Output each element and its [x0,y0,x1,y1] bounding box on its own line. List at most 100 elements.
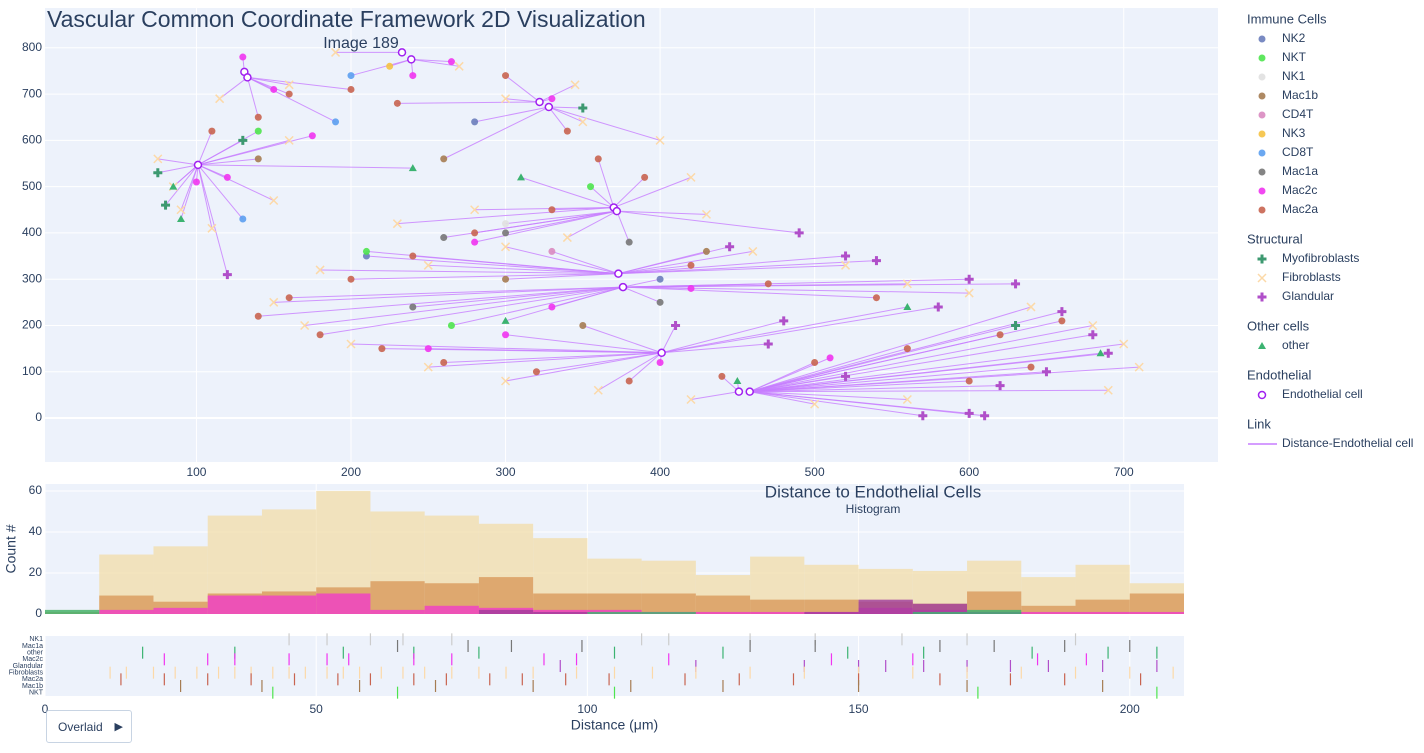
legend-label: Mac2c [1282,183,1317,197]
x-tick-label: 400 [650,465,670,479]
cell-point [392,219,402,229]
mode-button[interactable]: Overlaid ▶ [46,710,132,743]
cell-point [811,358,819,366]
cell-point [1088,320,1098,331]
cell-point [502,220,510,228]
cell-point [409,72,417,80]
rug-row-label: Glandular [13,663,44,670]
cell-point [902,279,912,289]
legend-marker [1257,390,1267,400]
cell-point [535,97,544,107]
histogram-bar [695,595,751,614]
legend-label: NK1 [1282,69,1306,83]
legend-marker [1258,168,1266,176]
cell-point [347,72,355,80]
legend-marker [1258,54,1266,62]
cell-point [841,251,851,261]
cell-point [826,354,834,362]
histogram-bar [45,609,100,614]
cell-point [239,53,247,61]
cell-point [470,205,480,215]
cell-point [316,331,324,339]
cell-point [177,215,185,223]
cell-point [315,265,325,275]
link [749,324,1093,393]
cell-point [269,195,279,206]
cell-point [933,302,943,312]
link [628,352,662,382]
link [567,210,618,238]
link [749,320,1063,393]
link [443,106,550,160]
cell-point [614,269,623,278]
chart-subtitle: Image 189 [323,35,399,52]
histogram-bar [587,593,642,614]
link [505,334,662,354]
cell-point [656,298,664,306]
cell-point [902,394,912,405]
link [618,246,730,275]
legend-label: Mac1a [1282,164,1318,178]
link [505,246,619,275]
cell-point [501,376,511,386]
cell-point [562,233,572,243]
histogram-bar [99,609,154,614]
cell-point [656,358,664,366]
cell-point [215,94,225,104]
cell-point [996,331,1004,339]
cell-point [725,242,735,252]
link [582,325,662,354]
histogram-bar [912,611,968,614]
cell-point [965,377,973,385]
x-tick-label: 200 [1120,702,1140,716]
link [451,286,624,326]
cell-point [871,256,881,266]
legend-marker [1257,292,1267,302]
cell-point [254,312,262,320]
x-tick-label: 100 [186,465,206,479]
x-tick-label: 50 [310,702,324,716]
link [412,255,619,275]
cell-point [407,55,416,64]
y-tick-label: 500 [22,179,42,193]
legend-marker [1258,187,1266,195]
link [536,352,662,373]
cell-point [424,345,432,353]
link [661,306,939,354]
link [661,325,676,354]
histogram-bar [370,609,425,614]
cell-point [300,320,310,331]
cell-point [964,408,974,418]
cell-point [544,102,554,112]
y-tick-label: 0 [35,606,42,620]
y-tick-label: 0 [35,410,42,424]
rug-row-label: Mac1a [22,643,43,650]
cell-point [193,160,203,170]
link [616,210,800,234]
link [197,139,290,166]
cell-point [701,209,711,219]
cell-point [548,95,556,103]
cell-point [1119,339,1129,349]
link [197,139,244,166]
cell-point [440,234,448,242]
histogram-bar [695,611,751,614]
cell-point [579,321,587,329]
histogram-bar [370,581,425,614]
cell-point [501,94,511,104]
link [622,286,877,299]
link [598,352,662,391]
cell-point [208,127,216,135]
histogram-bar [967,609,1022,614]
cell-point [207,223,217,233]
link [749,366,1032,393]
link [165,164,199,206]
y-tick-label: 700 [22,86,42,100]
rug-row-label: NK1 [29,636,43,643]
cell-point [548,303,556,311]
link [622,278,661,288]
cell-point [964,288,974,298]
link [597,158,615,208]
link [616,210,630,243]
cell-point [285,294,293,302]
